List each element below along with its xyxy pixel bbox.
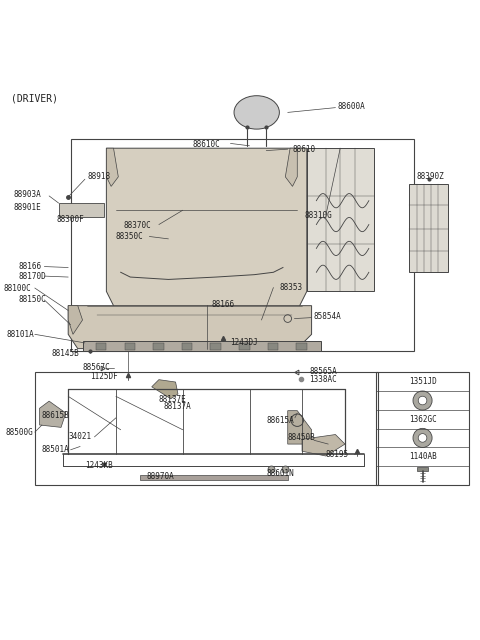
- Text: 88170D: 88170D: [18, 271, 46, 280]
- Polygon shape: [59, 203, 104, 218]
- Text: 88600A: 88600A: [338, 102, 366, 111]
- Text: 88145B: 88145B: [51, 349, 79, 358]
- Text: 88166: 88166: [18, 262, 41, 271]
- Polygon shape: [285, 148, 297, 186]
- Text: 88501A: 88501A: [42, 445, 70, 454]
- Polygon shape: [39, 401, 66, 428]
- Text: 1338AC: 1338AC: [309, 374, 337, 383]
- Text: 88601N: 88601N: [266, 469, 294, 478]
- Text: 88370C: 88370C: [123, 221, 151, 230]
- Text: 88615B: 88615B: [42, 411, 70, 420]
- Text: 1125DF: 1125DF: [90, 372, 118, 381]
- Bar: [124, 343, 135, 350]
- Text: 88903A: 88903A: [13, 190, 41, 199]
- Bar: [210, 343, 221, 350]
- Text: 1362GC: 1362GC: [408, 415, 436, 424]
- Text: 88610: 88610: [292, 145, 316, 154]
- Polygon shape: [302, 435, 345, 456]
- Bar: [153, 343, 164, 350]
- Ellipse shape: [234, 96, 279, 129]
- Text: 88350C: 88350C: [116, 232, 144, 241]
- Text: 88137A: 88137A: [164, 403, 192, 412]
- Polygon shape: [417, 467, 428, 472]
- Text: 88310G: 88310G: [304, 211, 332, 220]
- Text: 1243DJ: 1243DJ: [230, 338, 258, 347]
- Text: 88500G: 88500G: [5, 428, 33, 436]
- Text: 88970A: 88970A: [147, 472, 175, 481]
- Bar: [268, 343, 278, 350]
- Text: 88137E: 88137E: [159, 395, 187, 404]
- Polygon shape: [107, 148, 118, 186]
- Text: 88565A: 88565A: [309, 367, 337, 376]
- Text: 88353: 88353: [279, 283, 302, 292]
- Polygon shape: [68, 306, 312, 349]
- Text: 88150C: 88150C: [18, 296, 46, 305]
- Polygon shape: [107, 148, 307, 320]
- Polygon shape: [68, 306, 83, 334]
- Polygon shape: [307, 148, 373, 291]
- Polygon shape: [140, 475, 288, 480]
- Text: 88390Z: 88390Z: [417, 172, 444, 181]
- Text: 1140AB: 1140AB: [408, 452, 436, 461]
- Text: 34021: 34021: [68, 433, 91, 442]
- Text: 88300F: 88300F: [56, 215, 84, 224]
- Circle shape: [413, 428, 432, 447]
- Text: 88567C: 88567C: [83, 364, 110, 372]
- Text: 88918: 88918: [87, 172, 110, 181]
- Text: 88166: 88166: [211, 300, 235, 309]
- Polygon shape: [83, 342, 321, 351]
- Circle shape: [418, 396, 427, 405]
- Polygon shape: [288, 411, 312, 444]
- Text: 88610C: 88610C: [192, 140, 220, 149]
- Bar: [96, 343, 107, 350]
- Polygon shape: [152, 380, 178, 399]
- Polygon shape: [409, 184, 447, 272]
- Bar: [296, 343, 307, 350]
- Bar: [182, 343, 192, 350]
- Circle shape: [418, 434, 427, 442]
- Text: 88450B: 88450B: [288, 433, 315, 442]
- Bar: [239, 343, 250, 350]
- Text: 88615A: 88615A: [266, 416, 294, 425]
- Text: (DRIVER): (DRIVER): [11, 93, 58, 103]
- Text: 88901E: 88901E: [13, 204, 41, 212]
- Circle shape: [413, 391, 432, 410]
- Text: 88100C: 88100C: [4, 284, 32, 292]
- Text: 85854A: 85854A: [314, 312, 342, 321]
- Text: 1351JD: 1351JD: [408, 378, 436, 387]
- Text: 88195: 88195: [326, 450, 349, 459]
- Text: 88101A: 88101A: [6, 330, 34, 339]
- Text: 1243KB: 1243KB: [85, 461, 113, 470]
